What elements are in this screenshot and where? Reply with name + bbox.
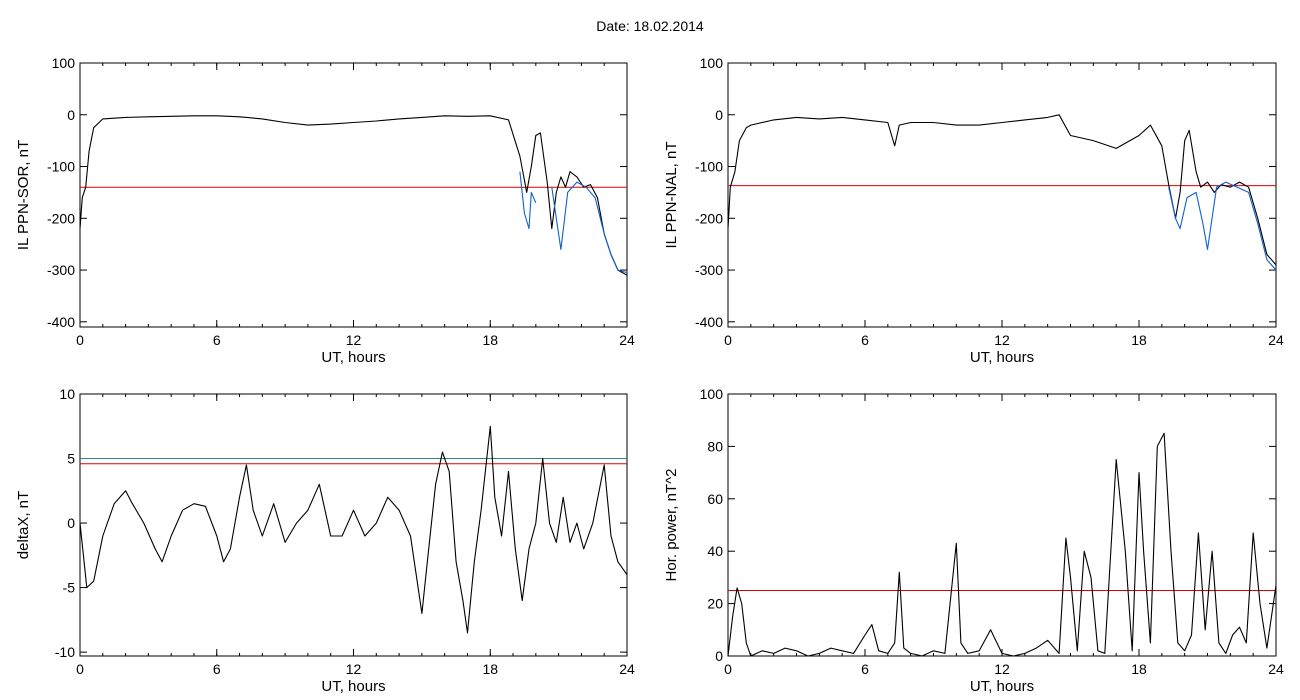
y-axis-label: IL PPN-SOR, nT xyxy=(15,140,32,250)
page-title: Date: 18.02.2014 xyxy=(596,18,704,34)
panel-bottom-left-chart: 0 6 12 18 24 10 5 0 -5 -10 UT, hours deltaX, nT xyxy=(15,386,635,695)
x-tick-label: 24 xyxy=(1268,661,1284,677)
data-series-line xyxy=(727,432,1277,657)
data-series-line xyxy=(519,171,537,230)
x-tick-label: 18 xyxy=(1131,332,1147,348)
plot-frame xyxy=(727,62,1277,328)
y-tick-label: -100 xyxy=(47,159,75,175)
x-tick-label: 18 xyxy=(1131,661,1147,677)
x-tick-label: 24 xyxy=(1268,332,1284,348)
y-axis-label: Hor. power, nT^2 xyxy=(663,469,680,582)
x-tick-label: 0 xyxy=(76,332,84,348)
x-axis-label: UT, hours xyxy=(970,678,1034,695)
y-tick-label: 80 xyxy=(707,438,723,454)
y-tick-label: 0 xyxy=(715,648,723,664)
data-series-line xyxy=(551,181,628,274)
plot-frame xyxy=(727,393,1277,657)
x-tick-label: 12 xyxy=(346,661,362,677)
x-tick-label: 0 xyxy=(76,661,84,677)
plot-frame xyxy=(79,62,628,328)
x-tick-label: 24 xyxy=(619,332,635,348)
y-tick-label: 100 xyxy=(52,55,76,71)
panel-bottom-right-chart: 0 6 12 18 24 100 80 60 40 20 0 UT, hours Hor. power,… xyxy=(663,386,1284,695)
y-axis-label: IL PPN-NAL, nT xyxy=(663,142,680,249)
panel-top-right-chart: 0 6 12 18 24 100 0 -100 -200 -300 -400 UT, hours IL … xyxy=(663,55,1284,366)
panel-top-left-chart: 0 6 12 18 24 100 0 -100 -200 -300 -400 UT, hours IL … xyxy=(15,55,635,366)
y-tick-label: 0 xyxy=(715,107,723,123)
data-series-line xyxy=(79,425,628,634)
x-tick-label: 12 xyxy=(994,661,1010,677)
y-tick-label: 5 xyxy=(67,451,75,467)
y-tick-label: -200 xyxy=(695,210,723,226)
x-tick-label: 6 xyxy=(213,332,221,348)
x-tick-label: 0 xyxy=(724,661,732,677)
y-tick-label: -200 xyxy=(47,210,75,226)
data-series-line xyxy=(727,114,1277,266)
y-tick-label: 60 xyxy=(707,491,723,507)
y-tick-label: 0 xyxy=(67,515,75,531)
x-axis-label: UT, hours xyxy=(970,349,1034,366)
y-tick-label: 0 xyxy=(67,107,75,123)
y-tick-label: -10 xyxy=(55,644,75,660)
x-axis-label: UT, hours xyxy=(321,349,385,366)
x-tick-label: 18 xyxy=(482,661,498,677)
x-tick-label: 0 xyxy=(724,332,732,348)
x-tick-label: 18 xyxy=(482,332,498,348)
y-tick-label: -100 xyxy=(695,159,723,175)
y-tick-label: -300 xyxy=(47,262,75,278)
data-series-line xyxy=(79,115,628,276)
y-axis-label: deltaX, nT xyxy=(15,491,32,559)
x-axis-label: UT, hours xyxy=(321,678,385,695)
x-tick-label: 12 xyxy=(994,332,1010,348)
x-tick-label: 6 xyxy=(213,661,221,677)
x-tick-label: 6 xyxy=(861,661,869,677)
y-tick-label: 100 xyxy=(700,386,724,402)
plot-frame xyxy=(79,393,628,657)
data-series-line xyxy=(1168,181,1277,271)
y-tick-label: -400 xyxy=(47,314,75,330)
x-tick-label: 12 xyxy=(346,332,362,348)
x-tick-label: 24 xyxy=(619,661,635,677)
y-tick-label: 40 xyxy=(707,543,723,559)
x-tick-label: 6 xyxy=(861,332,869,348)
y-tick-label: -5 xyxy=(63,580,76,596)
y-tick-label: 10 xyxy=(59,386,75,402)
y-tick-label: 100 xyxy=(700,55,724,71)
y-tick-label: -300 xyxy=(695,262,723,278)
y-tick-label: -400 xyxy=(695,314,723,330)
y-tick-label: 20 xyxy=(707,596,723,612)
